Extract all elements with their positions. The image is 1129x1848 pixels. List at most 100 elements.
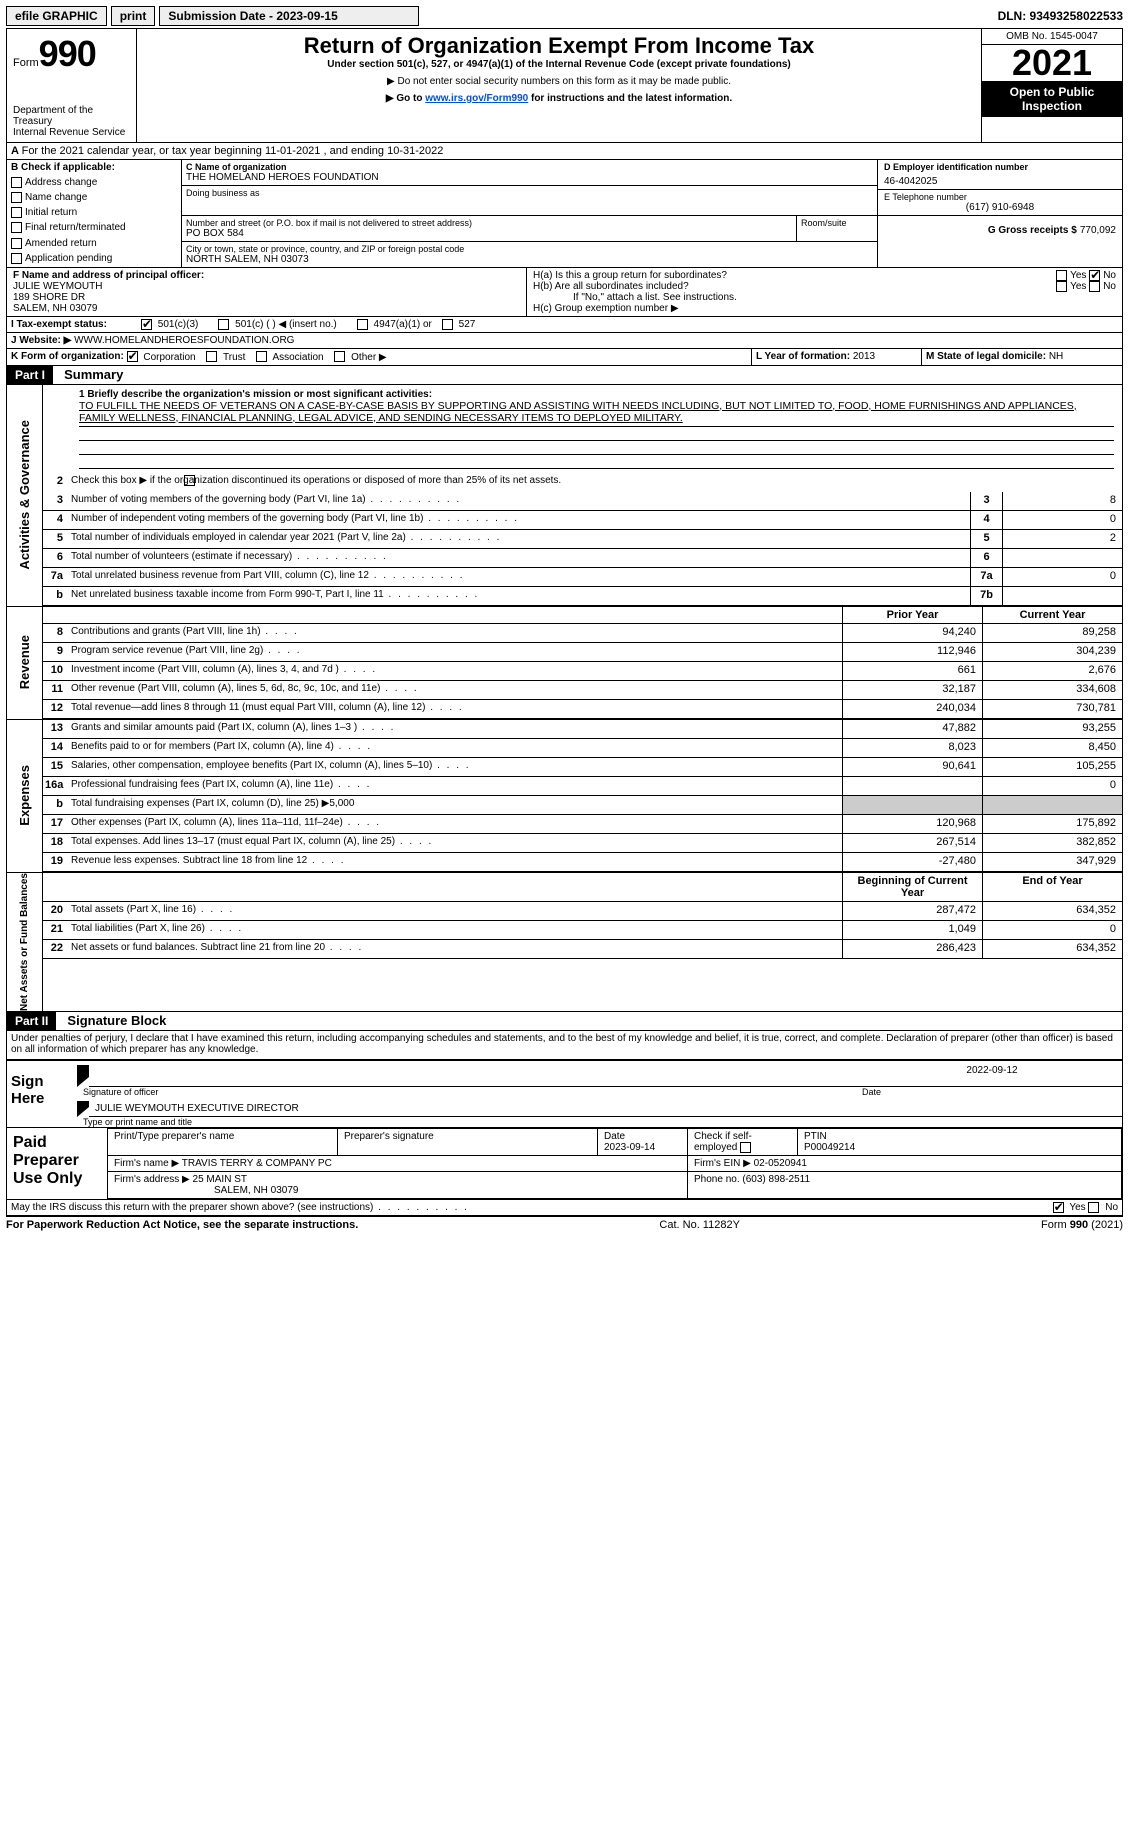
footer-left: For Paperwork Reduction Act Notice, see … xyxy=(6,1219,358,1231)
cb-final-return[interactable]: Final return/terminated xyxy=(7,220,181,235)
year-formation-value: 2013 xyxy=(853,351,875,362)
row-13: 13Grants and similar amounts paid (Part … xyxy=(43,720,1122,739)
paid-preparer-table: Print/Type preparer's name Preparer's si… xyxy=(107,1128,1122,1199)
may-irs-label: May the IRS discuss this return with the… xyxy=(11,1202,1053,1213)
cb-501c3[interactable]: 501(c)(3) xyxy=(141,319,198,330)
website-label: J Website: ▶ xyxy=(11,335,71,346)
section-i: I Tax-exempt status: 501(c)(3) 501(c) ( … xyxy=(7,317,1122,333)
prep-date-label: Date xyxy=(604,1131,625,1142)
ag-row-7a: 7aTotal unrelated business revenue from … xyxy=(43,568,1122,587)
prep-date-value: 2023-09-14 xyxy=(604,1142,655,1153)
cb-trust[interactable]: Trust xyxy=(206,352,245,363)
section-bcdefg: B Check if applicable: Address change Na… xyxy=(7,160,1122,268)
line16b-prior xyxy=(842,796,982,814)
officer-addr1: 189 SHORE DR xyxy=(13,292,520,303)
city-label: City or town, state or province, country… xyxy=(186,244,873,254)
footer-right: Form 990 (2021) xyxy=(1041,1219,1123,1231)
sig-date-value: 2022-09-12 xyxy=(862,1065,1122,1087)
cb-other[interactable]: Other ▶ xyxy=(334,352,386,363)
officer-addr2: SALEM, NH 03079 xyxy=(13,303,520,314)
submission-date-button[interactable]: Submission Date - 2023-09-15 xyxy=(159,6,419,26)
row-18: 18Total expenses. Add lines 13–17 (must … xyxy=(43,834,1122,853)
goto-prefix: ▶ Go to xyxy=(386,93,425,104)
firm-addr2: SALEM, NH 03079 xyxy=(114,1185,299,1196)
ag-row-b: bNet unrelated business taxable income f… xyxy=(43,587,1122,606)
form-word: Form xyxy=(13,57,39,69)
section-klm: K Form of organization: Corporation Trus… xyxy=(7,349,1122,365)
goto-suffix: for instructions and the latest informat… xyxy=(528,93,732,104)
print-button[interactable]: print xyxy=(111,6,156,26)
form-number: 990 xyxy=(39,33,96,74)
sign-here-label: Sign Here xyxy=(7,1061,77,1127)
hb-label: H(b) Are all subordinates included? xyxy=(533,281,1056,292)
row-9: 9Program service revenue (Part VIII, lin… xyxy=(43,643,1122,662)
mission-text: TO FULFILL THE NEEDS OF VETERANS ON A CA… xyxy=(79,400,1114,427)
section-fh: F Name and address of principal officer:… xyxy=(7,268,1122,317)
gross-receipts-label: G Gross receipts $ xyxy=(988,225,1077,236)
form-subtitle: Under section 501(c), 527, or 4947(a)(1)… xyxy=(143,59,975,70)
netassets-tab: Net Assets or Fund Balances xyxy=(19,873,30,1011)
prior-year-header: Prior Year xyxy=(842,607,982,623)
org-name-label: C Name of organization xyxy=(186,162,873,172)
section-c: C Name of organization THE HOMELAND HERO… xyxy=(182,160,877,267)
part2-header-row: Part II Signature Block xyxy=(7,1011,1122,1031)
line16b-current xyxy=(982,796,1122,814)
row-19: 19Revenue less expenses. Subtract line 1… xyxy=(43,853,1122,872)
cb-application-pending[interactable]: Application pending xyxy=(7,251,181,266)
cb-501c[interactable]: 501(c) ( ) ◀ (insert no.) xyxy=(218,319,336,330)
sig-name-value: JULIE WEYMOUTH EXECUTIVE DIRECTOR xyxy=(77,1101,1122,1117)
ha-yesno[interactable]: Yes No xyxy=(1056,270,1116,281)
hc-label: H(c) Group exemption number ▶ xyxy=(533,303,1116,314)
part2-badge: Part II xyxy=(7,1012,56,1030)
revenue-tab: Revenue xyxy=(17,635,32,689)
boy-header: Beginning of Current Year xyxy=(842,873,982,901)
dln-text: DLN: 93493258022533 xyxy=(998,9,1123,23)
netassets-section: Net Assets or Fund Balances Beginning of… xyxy=(7,872,1122,1011)
part2-title: Signature Block xyxy=(59,1011,174,1030)
ag-row-6: 6Total number of volunteers (estimate if… xyxy=(43,549,1122,568)
year-formation-label: L Year of formation: xyxy=(756,351,850,362)
current-year-header: Current Year xyxy=(982,607,1122,623)
officer-name: JULIE WEYMOUTH xyxy=(13,281,520,292)
mission-label: 1 Briefly describe the organization's mi… xyxy=(79,389,1114,400)
firm-name-label: Firm's name ▶ xyxy=(114,1158,179,1169)
cb-amended-return[interactable]: Amended return xyxy=(7,236,181,251)
form-title: Return of Organization Exempt From Incom… xyxy=(143,33,975,59)
cb-name-change[interactable]: Name change xyxy=(7,190,181,205)
tax-status-label: I Tax-exempt status: xyxy=(11,319,141,330)
may-irs-row: May the IRS discuss this return with the… xyxy=(7,1199,1122,1215)
cb-initial-return[interactable]: Initial return xyxy=(7,205,181,220)
may-irs-yesno[interactable]: Yes No xyxy=(1053,1202,1118,1213)
line16b-label: Total fundraising expenses (Part IX, col… xyxy=(69,796,842,814)
irs-link[interactable]: www.irs.gov/Form990 xyxy=(425,93,528,104)
row-16a: 16aProfessional fundraising fees (Part I… xyxy=(43,777,1122,796)
efile-button[interactable]: efile GRAPHIC xyxy=(6,6,107,26)
dba-label: Doing business as xyxy=(186,188,873,198)
ag-tab: Activities & Governance xyxy=(17,420,32,570)
cb-4947[interactable]: 4947(a)(1) or xyxy=(357,319,432,330)
firm-name-value: TRAVIS TERRY & COMPANY PC xyxy=(182,1158,332,1169)
prep-sig-label: Preparer's signature xyxy=(344,1131,434,1142)
cb-corporation[interactable]: Corporation xyxy=(127,352,196,363)
hb-yesno[interactable]: Yes No xyxy=(1056,281,1116,292)
ag-row-4: 4Number of independent voting members of… xyxy=(43,511,1122,530)
cb-association[interactable]: Association xyxy=(256,352,323,363)
irs-label: Internal Revenue Service xyxy=(13,127,130,138)
expenses-tab: Expenses xyxy=(17,765,32,826)
gross-receipts-value: 770,092 xyxy=(1080,225,1116,236)
sig-date-label: Date xyxy=(862,1087,1122,1097)
prep-self-employed[interactable]: Check if self-employed xyxy=(694,1131,754,1153)
cb-527[interactable]: 527 xyxy=(442,319,475,330)
part2-declaration: Under penalties of perjury, I declare th… xyxy=(7,1031,1122,1057)
part1-title: Summary xyxy=(56,365,131,384)
ein-value: 46-4042025 xyxy=(884,176,1116,187)
state-domicile-value: NH xyxy=(1049,351,1063,362)
row-12: 12Total revenue—add lines 8 through 11 (… xyxy=(43,700,1122,719)
room-label: Room/suite xyxy=(801,218,873,228)
ptin-label: PTIN xyxy=(804,1131,827,1142)
sig-officer-label: Signature of officer xyxy=(77,1087,862,1097)
cb-address-change[interactable]: Address change xyxy=(7,175,181,190)
paid-preparer-label: Paid Preparer Use Only xyxy=(7,1128,107,1199)
row-11: 11Other revenue (Part VIII, column (A), … xyxy=(43,681,1122,700)
section-b: B Check if applicable: Address change Na… xyxy=(7,160,182,267)
